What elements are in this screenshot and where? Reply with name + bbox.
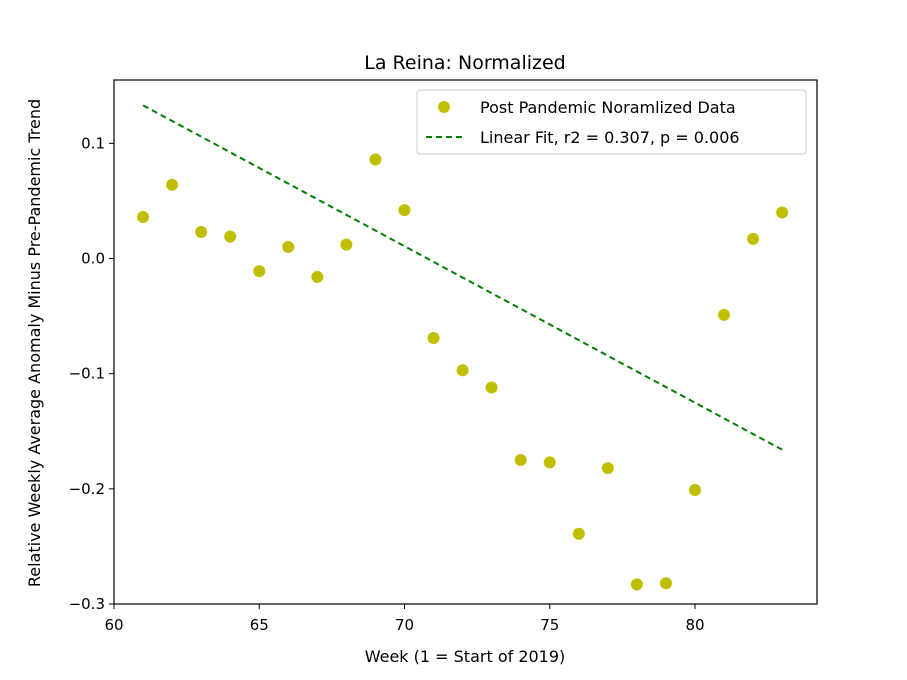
x-tick-label: 80 <box>685 616 704 634</box>
data-point <box>253 265 266 278</box>
data-point <box>456 364 469 377</box>
x-tick-label: 60 <box>104 616 123 634</box>
y-axis: 0.1 0.0 −0.1 −0.2 −0.3 <box>69 134 114 613</box>
y-tick-label: −0.3 <box>69 595 105 613</box>
legend-label-scatter: Post Pandemic Noramlized Data <box>480 98 736 117</box>
y-tick-label: −0.1 <box>69 365 105 383</box>
x-tick-label: 70 <box>395 616 414 634</box>
data-point <box>659 577 672 590</box>
data-point <box>776 206 789 219</box>
data-point <box>543 456 556 469</box>
data-point <box>427 331 440 344</box>
data-point <box>311 270 324 283</box>
legend-marker-scatter <box>438 101 450 113</box>
data-point <box>137 211 150 224</box>
data-point <box>601 462 614 475</box>
legend-label-line: Linear Fit, r2 = 0.307, p = 0.006 <box>480 128 740 147</box>
data-point <box>195 226 208 239</box>
data-point <box>514 454 527 467</box>
y-tick-label: −0.2 <box>69 480 105 498</box>
data-point <box>630 578 643 591</box>
data-point <box>485 381 498 394</box>
x-axis-label: Week (1 = Start of 2019) <box>365 647 566 666</box>
legend: Post Pandemic Noramlized Data Linear Fit… <box>416 89 807 155</box>
data-point <box>688 483 701 496</box>
data-point <box>398 204 411 217</box>
fit-line <box>142 104 783 451</box>
data-point <box>224 230 237 243</box>
data-point <box>166 178 179 191</box>
y-tick-label: 0.0 <box>81 250 105 268</box>
plot-frame <box>113 79 818 605</box>
y-axis-label: Relative Weekly Average Anomaly Minus Pr… <box>25 99 44 587</box>
plot-marks <box>137 104 789 591</box>
x-axis: 60 65 70 75 80 <box>104 604 705 634</box>
data-point <box>747 232 760 245</box>
legend-box <box>416 89 807 155</box>
data-point <box>718 308 731 321</box>
x-tick-label: 75 <box>540 616 559 634</box>
y-tick-label: 0.1 <box>81 134 105 152</box>
data-point <box>282 240 295 253</box>
data-point <box>340 238 353 251</box>
data-point <box>369 153 382 166</box>
chart-title: La Reina: Normalized <box>364 52 565 74</box>
x-tick-label: 65 <box>250 616 269 634</box>
data-point <box>572 527 585 540</box>
